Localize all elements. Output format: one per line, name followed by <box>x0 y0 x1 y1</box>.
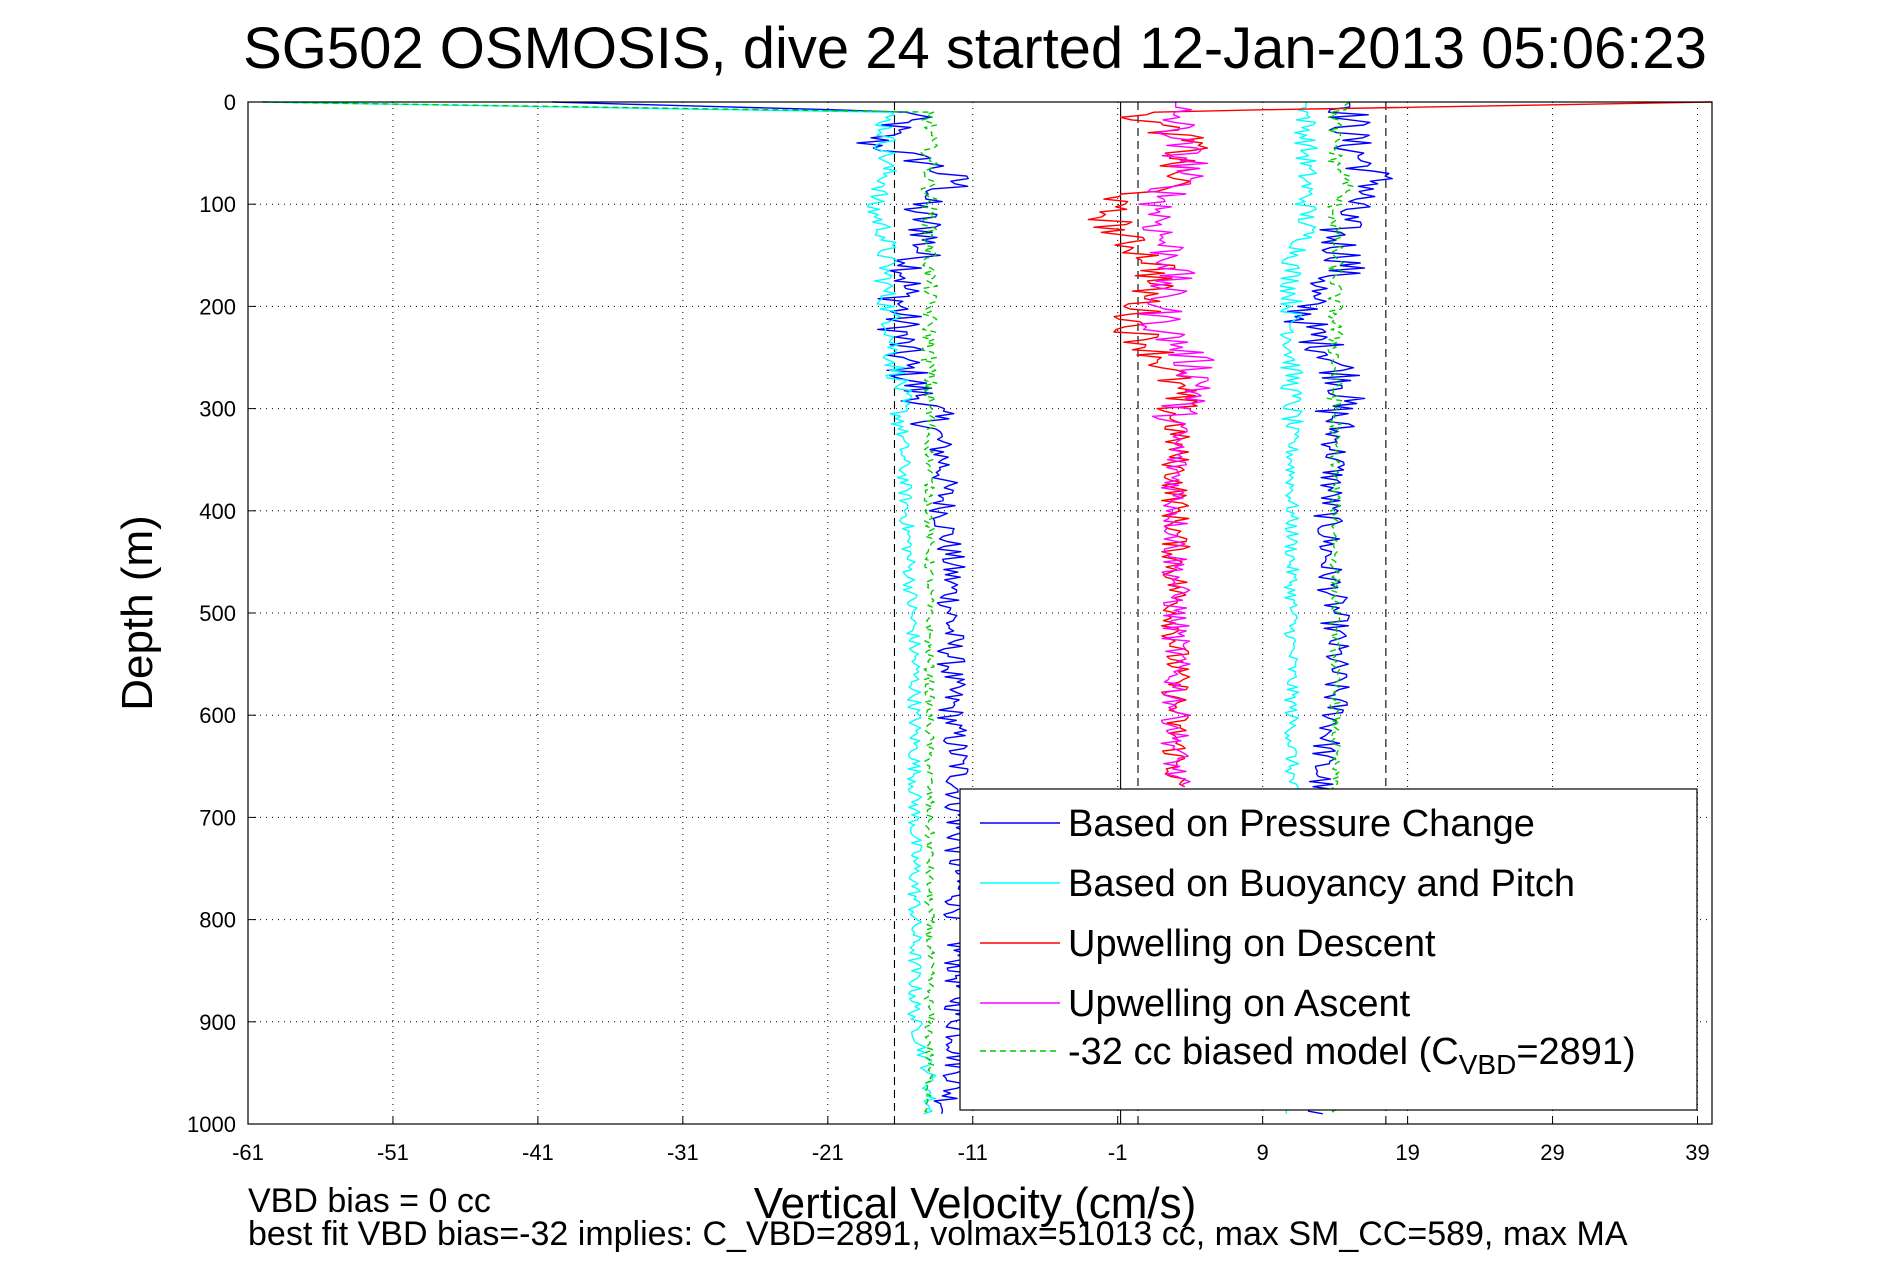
x-tick-label: -11 <box>958 1140 988 1165</box>
x-tick-label: 39 <box>1685 1140 1709 1165</box>
legend-label: Based on Buoyancy and Pitch <box>1068 863 1575 905</box>
x-tick-label: -51 <box>377 1140 409 1165</box>
y-tick-label: 400 <box>199 499 236 524</box>
legend-label: Upwelling on Descent <box>1068 923 1436 965</box>
x-tick-label: -1 <box>1108 1140 1128 1165</box>
x-tick-label: 9 <box>1257 1140 1269 1165</box>
x-tick-label: -21 <box>812 1140 844 1165</box>
x-axis-label: Vertical Velocity (cm/s) <box>754 1179 1197 1228</box>
y-tick-label: 200 <box>199 294 236 319</box>
y-tick-label: 800 <box>199 908 236 933</box>
series-4 <box>1138 102 1215 787</box>
series-3 <box>1087 101 1713 788</box>
series-line-descent <box>262 101 937 1115</box>
y-ticks: 0 100 200 300 400 500 600 700 800 900 1000 <box>187 90 256 1137</box>
legend-label: -32 cc biased model (CVBD=2891) <box>1068 1031 1636 1080</box>
annotation-vbd-bias: VBD bias = 0 cc <box>248 1182 491 1220</box>
y-tick-label: 1000 <box>187 1112 236 1137</box>
y-tick-label: 300 <box>199 397 236 422</box>
legend-box <box>959 788 1698 1111</box>
y-tick-label: 100 <box>199 192 236 217</box>
y-tick-label: 600 <box>199 703 236 728</box>
x-tick-label: -31 <box>667 1140 699 1165</box>
y-tick-label: 500 <box>199 601 236 626</box>
x-tick-label: 19 <box>1395 1140 1419 1165</box>
y-tick-label: 900 <box>199 1010 236 1035</box>
legend: Based on Pressure Change Based on Buoyanc… <box>959 788 1698 1111</box>
annotation-best-fit: best fit VBD bias=-32 implies: C_VBD=289… <box>248 1215 1628 1253</box>
series-line-values <box>1087 101 1713 788</box>
legend-label: Upwelling on Ascent <box>1068 983 1411 1025</box>
chart-title: SG502 OSMOSIS, dive 24 started 12-Jan-20… <box>243 16 1707 81</box>
x-ticks: -61 -51 -41 -31 -21 -11 -1 9 19 29 39 <box>232 1116 1710 1165</box>
y-tick-label: 0 <box>224 90 236 115</box>
y-axis-label: Depth (m) <box>113 515 162 711</box>
x-tick-label: -41 <box>522 1140 554 1165</box>
x-tick-label: 29 <box>1540 1140 1564 1165</box>
y-tick-label: 700 <box>199 805 236 830</box>
legend-label: Based on Pressure Change <box>1068 803 1535 845</box>
x-tick-label: -61 <box>232 1140 264 1165</box>
series-line-values <box>1138 102 1215 787</box>
